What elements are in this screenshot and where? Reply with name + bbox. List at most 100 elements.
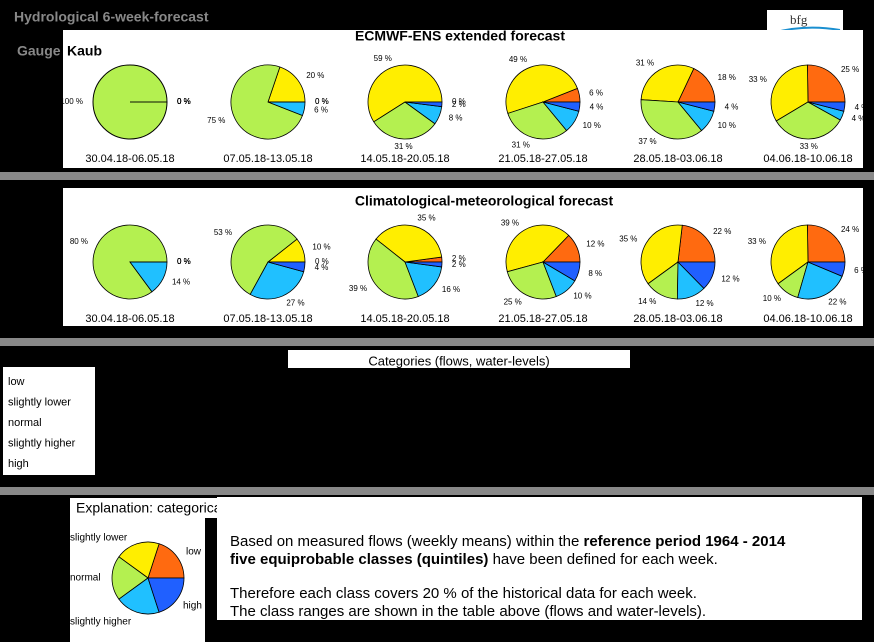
pie-slice — [541, 261, 581, 282]
pie-slice — [404, 101, 443, 108]
slice-label: 2 % — [452, 100, 466, 109]
slice-label: 6 % — [314, 105, 328, 114]
pie-slice — [807, 101, 846, 112]
explanation-text: Based on measured flows (weekly means) w… — [230, 533, 786, 550]
explanation-label: high — [183, 601, 202, 612]
slice-label: 22 % — [828, 298, 846, 307]
category-row: slightly higher — [8, 437, 76, 449]
pie-slice — [677, 101, 716, 112]
slice-label: 33 % — [800, 142, 818, 151]
pie-slice — [230, 64, 303, 140]
slice-label: 2 % — [452, 260, 466, 269]
pie-date: 04.06.18-10.06.18 — [763, 313, 852, 325]
slice-label: 0 % — [452, 97, 466, 106]
pie-date: 21.05.18-27.05.18 — [498, 313, 587, 325]
pie-slice — [640, 224, 683, 285]
slice-label: 39 % — [349, 284, 367, 293]
explanation-slice — [118, 577, 160, 615]
slice-label: 0 % — [315, 257, 329, 266]
text: have been defined for each week. — [488, 551, 717, 568]
text: Based on measured flows (weekly means) w… — [230, 533, 584, 550]
pie-slice — [505, 64, 578, 114]
pie-slice — [373, 101, 436, 140]
pie-slice — [770, 224, 809, 285]
slice-label: 0 % — [177, 97, 191, 106]
explanation-text-box — [217, 497, 862, 620]
pie-date: 30.04.18-06.05.18 — [85, 153, 174, 165]
pie-date: 28.05.18-03.06.18 — [633, 313, 722, 325]
pie-date: 14.05.18-20.05.18 — [360, 153, 449, 165]
table-header-box — [288, 350, 630, 368]
pie-slice — [375, 224, 443, 263]
slice-label: 39 % — [501, 218, 519, 227]
gauge-label: Gauge — [17, 43, 61, 59]
pie-slice — [367, 238, 419, 300]
slice-label: 53 % — [214, 228, 232, 237]
slice-label: 8 % — [588, 269, 602, 278]
explanation-text: Therefore each class covers 20 % of the … — [230, 585, 697, 602]
slice-label: 0 % — [177, 257, 191, 266]
slice-label: 22 % — [713, 227, 731, 236]
pie-slice — [640, 99, 703, 140]
pie-slice — [806, 224, 846, 263]
table-title: Categories (flows, water-levels) — [368, 353, 549, 368]
slice-label: 35 % — [619, 234, 637, 243]
pie-slice — [249, 261, 305, 300]
pie-slice — [506, 261, 557, 300]
slice-label: 24 % — [841, 225, 859, 234]
slice-label: 14 % — [638, 297, 656, 306]
slice-label: 2 % — [452, 254, 466, 263]
table-box — [3, 367, 95, 475]
slice-label: 0 % — [177, 97, 191, 106]
slice-label: 0 % — [177, 257, 191, 266]
pie-date: 07.05.18-13.05.18 — [223, 153, 312, 165]
slice-label: 33 % — [749, 75, 767, 84]
slice-label: 12 % — [695, 299, 713, 308]
separator — [0, 487, 874, 495]
slice-label: 16 % — [442, 285, 460, 294]
pie-slice — [542, 101, 581, 112]
slice-label: 31 % — [512, 140, 530, 149]
pie-slice — [507, 101, 568, 140]
pie-slice — [92, 224, 168, 300]
slice-label: 31 % — [394, 142, 412, 151]
pie-slice — [267, 261, 306, 273]
slice-label: 0 % — [315, 97, 329, 106]
slice-label: 10 % — [583, 121, 601, 130]
explanation-label: normal — [70, 573, 101, 584]
slice-label: 59 % — [374, 54, 392, 63]
slice-label: 10 % — [573, 291, 591, 300]
slice-label: 0 % — [177, 97, 191, 106]
slice-label: 12 % — [586, 240, 604, 249]
logo: bfg — [790, 12, 808, 27]
slice-label: 4 % — [590, 103, 604, 112]
slice-label: 0 % — [177, 257, 191, 266]
explanation-label: slightly higher — [70, 617, 132, 628]
pie-slice — [770, 64, 809, 122]
pie-slice — [807, 261, 846, 277]
category-row: high — [8, 458, 29, 470]
explanation-text: The class ranges are shown in the table … — [230, 603, 706, 620]
panel-title: Climatological-meteorological forecast — [355, 193, 614, 209]
slice-label: 100 % — [60, 97, 83, 106]
pie-slice — [807, 64, 846, 103]
slice-label: 25 % — [841, 65, 859, 74]
slice-label: 49 % — [509, 55, 527, 64]
pie-date: 04.06.18-10.06.18 — [763, 153, 852, 165]
slice-label: 6 % — [589, 89, 603, 98]
slice-label: 35 % — [417, 214, 435, 223]
panel-2 — [63, 188, 863, 326]
pie-date: 28.05.18-03.06.18 — [633, 153, 722, 165]
slice-label: 14 % — [172, 277, 190, 286]
slice-label: 10 % — [718, 121, 736, 130]
slice-label: 0 % — [315, 97, 329, 106]
slice-label: 8 % — [449, 114, 463, 123]
slice-label: 0 % — [177, 97, 191, 106]
panel-title: ECMWF-ENS extended forecast — [355, 28, 565, 44]
slice-label: 4 % — [725, 103, 739, 112]
pie-slice — [677, 67, 716, 103]
pie-date: 07.05.18-13.05.18 — [223, 313, 312, 325]
pie-slice — [640, 64, 695, 103]
